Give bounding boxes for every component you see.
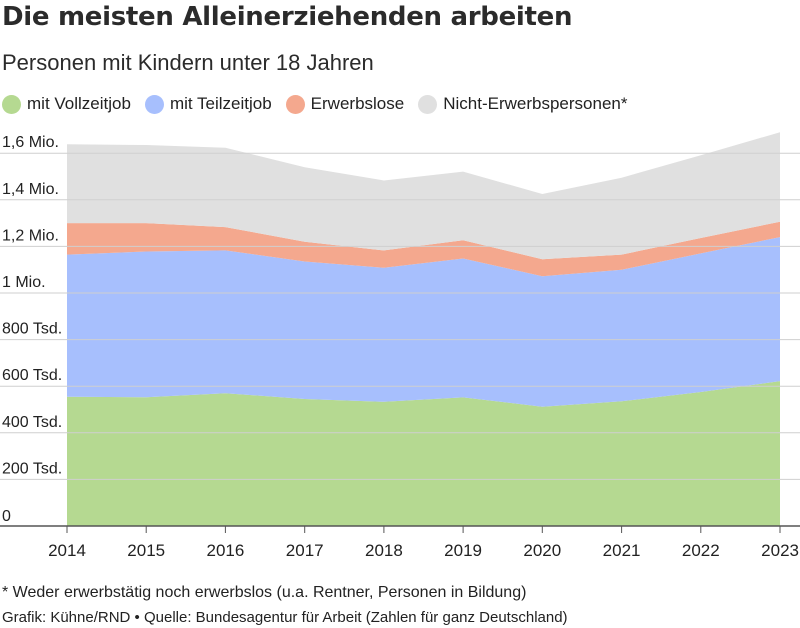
legend-label-teilzeit: mit Teilzeitjob: [169, 94, 272, 113]
chart-subtitle: Personen mit Kindern unter 18 Jahren: [2, 50, 374, 75]
chart-title: Die meisten Alleinerziehenden arbeiten: [2, 2, 573, 32]
legend: mit Vollzeitjob mit Teilzeitjob Erwerbsl…: [2, 94, 641, 114]
legend-item-erwerbslose: Erwerbslose: [285, 94, 405, 114]
x-tick-label: 2014: [48, 541, 86, 560]
legend-swatch-erwerbslose: [285, 94, 305, 114]
y-tick-label: 800 Tsd.: [2, 321, 62, 338]
legend-item-nicht-erwerbspersonen: Nicht-Erwerbspersonen*: [418, 94, 627, 114]
area-vollzeit: [67, 381, 780, 526]
y-tick-label: 1,6 Mio.: [2, 134, 59, 151]
legend-swatch-nicht-erwerbspersonen: [418, 94, 438, 114]
legend-label-vollzeit: mit Vollzeitjob: [27, 94, 131, 113]
y-tick-label: 200 Tsd.: [2, 460, 62, 477]
source-line: Grafik: Kühne/RND • Quelle: Bundesagentu…: [2, 609, 568, 626]
area-teilzeit: [67, 237, 780, 407]
area-nicht-erwerbspersonen: [67, 132, 780, 260]
x-tick-label: 2021: [603, 541, 641, 560]
legend-item-vollzeit: mit Vollzeitjob: [2, 94, 131, 114]
y-tick-label: 0: [2, 508, 11, 525]
x-tick-label: 2017: [286, 541, 324, 560]
y-tick-label: 1 Mio.: [2, 274, 46, 291]
footnote: * Weder erwerbstätig noch erwerbslos (u.…: [2, 584, 527, 601]
x-tick-label: 2023: [761, 541, 799, 560]
x-tick-label: 2019: [444, 541, 482, 560]
x-tick-label: 2018: [365, 541, 403, 560]
legend-item-teilzeit: mit Teilzeitjob: [144, 94, 272, 114]
stacked-area-chart: 0 200 Tsd. 400 Tsd. 600 Tsd. 800 Tsd. 1 Mio. 1…: [0, 132, 800, 560]
legend-label-erwerbslose: Erwerbslose: [310, 94, 405, 113]
x-tick-label: 2020: [523, 541, 561, 560]
legend-swatch-vollzeit: [2, 94, 21, 114]
legend-swatch-teilzeit: [144, 94, 164, 114]
x-tick-label: 2022: [682, 541, 720, 560]
y-tick-label: 1,4 Mio.: [2, 181, 59, 198]
legend-label-nicht-erwerbspersonen: Nicht-Erwerbspersonen*: [443, 94, 628, 113]
area-erwerbslose: [67, 221, 780, 277]
x-tick-label: 2016: [206, 541, 244, 560]
y-tick-label: 600 Tsd.: [2, 367, 62, 384]
y-tick-label: 1,2 Mio.: [2, 227, 59, 244]
y-tick-label: 400 Tsd.: [2, 414, 62, 431]
x-tick-label: 2015: [127, 541, 165, 560]
